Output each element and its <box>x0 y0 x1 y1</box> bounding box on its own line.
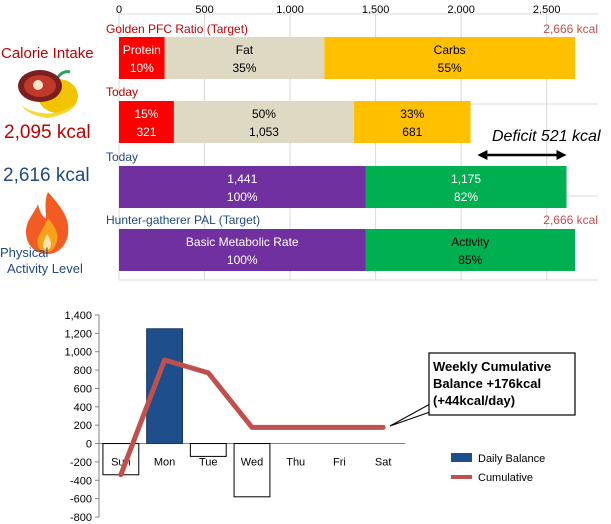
bar-segment-sublabel: 35% <box>232 61 256 75</box>
bar-segment <box>354 101 471 143</box>
burn-value: 2,616 kcal <box>3 165 90 186</box>
bar-segment <box>164 37 325 79</box>
bar-segment-sublabel: 100% <box>227 253 258 267</box>
bar-segment <box>173 101 355 143</box>
y-tick-label: 1,000 <box>64 347 92 359</box>
bar-segment-sublabel: 55% <box>438 61 462 75</box>
daily-balance-bar <box>189 443 227 457</box>
callout-text: Weekly Cumulative <box>433 359 551 374</box>
bar-segment-sublabel: 100% <box>227 190 258 204</box>
y-tick-label: 1,200 <box>64 328 92 340</box>
bar-segment-sublabel: 85% <box>458 253 482 267</box>
bar-segment <box>119 229 366 271</box>
x-tick-label: Tue <box>199 457 218 469</box>
y-tick-label: -600 <box>70 494 92 506</box>
bar-segment-label: Activity <box>451 235 489 249</box>
bar-segment-label: 1,175 <box>451 172 481 186</box>
x-tick-label: 1,000 <box>276 4 304 16</box>
bar-segment-label: Basic Metabolic Rate <box>186 235 299 249</box>
cumulative-line <box>118 357 386 478</box>
bar-segment <box>324 37 576 79</box>
row-label: Today <box>106 85 138 99</box>
row-label: Today <box>106 150 138 164</box>
x-tick-label: Fri <box>333 457 346 469</box>
row-label: Hunter-gatherer PAL (Target) <box>106 213 260 227</box>
bar-segment-sublabel: 82% <box>454 190 478 204</box>
deficit-arrow-head <box>556 150 567 160</box>
bar-segment <box>119 166 366 208</box>
y-tick-label: 200 <box>74 420 92 432</box>
bar-segment <box>119 101 174 143</box>
x-tick-label: Thu <box>286 457 305 469</box>
x-tick-label: 2,500 <box>533 4 561 16</box>
deficit-label: Deficit 521 kcal <box>492 128 601 145</box>
x-tick-label: 1,500 <box>362 4 390 16</box>
bar-segment <box>365 229 576 271</box>
meat-fruit-icon <box>18 70 78 118</box>
bar-segment-sublabel: 681 <box>402 125 422 139</box>
bar-segment-label: Protein <box>123 43 161 57</box>
row-label: Golden PFC Ratio (Target) <box>106 22 248 36</box>
legend-label: Daily Balance <box>478 453 545 465</box>
calorie-intake-value: 2,095 kcal <box>4 122 91 143</box>
callout-text: Balance +176kcal <box>433 376 541 391</box>
x-tick-label: Sat <box>375 457 392 469</box>
callout-mask <box>429 404 434 413</box>
x-tick-label: Wed <box>241 457 263 469</box>
bar-segment-label: 1,441 <box>227 172 257 186</box>
callout-text: (+44kcal/day) <box>433 393 515 408</box>
y-tick-label: -800 <box>70 512 92 524</box>
bar-segment <box>365 166 567 208</box>
calorie-intake-label: Calorie Intake <box>1 45 94 62</box>
activity-label-2: Activity Level <box>7 261 83 276</box>
bar-segment-label: Carbs <box>434 43 466 57</box>
y-tick-label: 1,400 <box>64 310 92 322</box>
deficit-arrow-head <box>477 150 488 160</box>
bar-segment-sublabel: 321 <box>136 125 156 139</box>
bar-segment-label: 33% <box>400 107 424 121</box>
y-tick-label: 600 <box>74 383 92 395</box>
callout-box <box>428 352 576 416</box>
bar-segment <box>119 37 165 79</box>
x-tick-label: Mon <box>154 457 175 469</box>
activity-label-1: Physical <box>0 245 49 260</box>
legend-swatch-daily <box>451 453 472 462</box>
callout-pointer <box>389 403 431 427</box>
y-tick-label: 400 <box>74 402 92 414</box>
y-tick-label: -400 <box>70 475 92 487</box>
bar-segment-label: 15% <box>134 107 158 121</box>
x-tick-label: 2,000 <box>447 4 475 16</box>
y-tick-label: 0 <box>86 439 92 451</box>
x-tick-label: 500 <box>195 4 213 16</box>
daily-balance-bar <box>233 443 271 498</box>
fire-icon <box>26 192 69 254</box>
row-total-label: 2,666 kcal <box>543 22 598 36</box>
bar-segment-sublabel: 10% <box>130 61 154 75</box>
bar-segment-label: 50% <box>252 107 276 121</box>
y-tick-label: 800 <box>74 365 92 377</box>
bar-segment-label: Fat <box>236 43 254 57</box>
y-tick-label: -200 <box>70 457 92 469</box>
calorie-balance-bar-chart: 0 500 1,000 1,500 2,000 2,500 Golden PFC Ratio… <box>106 4 601 281</box>
row-total-label: 2,666 kcal <box>543 213 598 227</box>
legend-label: Cumulative <box>478 472 533 484</box>
x-tick-label: 0 <box>116 4 122 16</box>
bar-segment-sublabel: 1,053 <box>249 125 279 139</box>
